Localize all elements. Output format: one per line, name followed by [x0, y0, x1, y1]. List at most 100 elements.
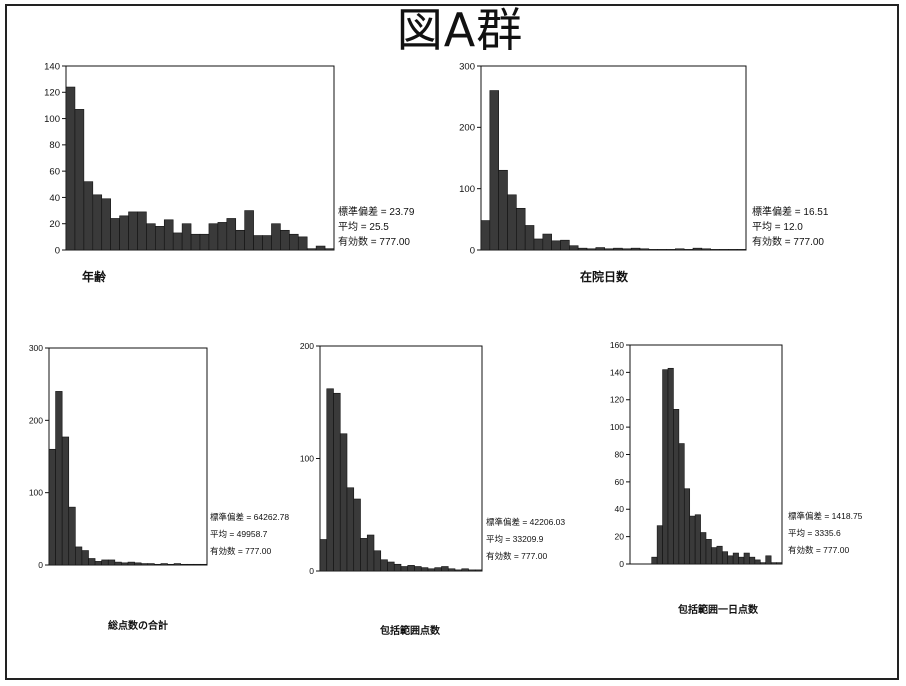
histogram-bar	[474, 569, 483, 572]
stat-count: 有効数 = 777.00	[788, 544, 850, 555]
y-tick-label: 200	[29, 415, 43, 425]
histogram-bar	[754, 559, 761, 565]
histogram-bar	[569, 245, 579, 251]
histogram-bar	[524, 225, 535, 251]
stat-mean: 平均 = 3335.6	[788, 527, 841, 538]
stat-mean: 平均 = 49958.7	[210, 528, 268, 539]
page-title: 図A群	[396, 3, 524, 57]
histogram-bar	[732, 552, 739, 565]
histogram-bar	[315, 245, 326, 251]
histogram-bar	[721, 551, 729, 565]
histogram-bar	[74, 109, 85, 251]
y-tick-label: 0	[38, 560, 43, 570]
stat-stddev: 標準偏差 = 64262.78	[210, 511, 290, 522]
x-axis-label: 包括範囲一日点数	[678, 605, 758, 616]
x-axis-label: 包括範囲点数	[380, 626, 440, 637]
histogram-bar	[61, 436, 70, 566]
histogram-bar	[244, 210, 254, 251]
histogram-bar	[700, 532, 707, 565]
y-tick-label: 80	[49, 140, 60, 151]
stat-count: 有効数 = 777.00	[338, 237, 410, 248]
histogram-bar	[353, 498, 361, 572]
histogram-bar	[560, 239, 570, 251]
histogram-bar	[200, 563, 208, 566]
y-tick-label: 120	[44, 88, 60, 99]
histogram-bar	[770, 562, 777, 565]
histogram-bar	[662, 369, 669, 565]
y-tick-label: 200	[300, 341, 314, 351]
x-axis-label: 総点数の合計	[108, 621, 168, 632]
histogram-bar	[738, 556, 745, 565]
y-tick-label: 20	[615, 532, 625, 542]
y-tick-label: 160	[610, 340, 624, 350]
y-tick-label: 140	[44, 61, 60, 72]
y-tick-label: 20	[49, 219, 60, 230]
stat-mean: 平均 = 33209.9	[486, 533, 544, 544]
y-tick-label: 100	[459, 184, 475, 195]
histogram-bar	[683, 488, 691, 565]
histogram-bar	[651, 556, 658, 565]
stat-stddev: 標準偏差 = 1418.75	[788, 510, 863, 521]
histogram-bar	[673, 409, 680, 565]
y-tick-label: 60	[49, 166, 60, 177]
y-tick-label: 100	[610, 422, 624, 432]
histogram-bar	[727, 555, 734, 565]
histogram-bar	[776, 562, 783, 565]
histogram-bar	[324, 248, 335, 251]
histogram-bar	[736, 249, 747, 251]
y-tick-label: 0	[619, 559, 624, 569]
stat-count: 有効数 = 777.00	[752, 237, 824, 248]
stat-mean: 平均 = 12.0	[752, 222, 803, 233]
stat-stddev: 標準偏差 = 23.79	[338, 207, 415, 218]
histogram-bar	[705, 539, 712, 565]
histogram-bar	[759, 562, 767, 565]
y-tick-label: 0	[309, 566, 314, 576]
y-tick-label: 80	[615, 449, 625, 459]
histogram-bar	[81, 550, 89, 566]
stat-stddev: 標準偏差 = 42206.03	[486, 516, 566, 527]
histogram-bar	[694, 514, 701, 565]
histogram-bar	[716, 545, 723, 565]
y-tick-label: 300	[29, 343, 43, 353]
histogram-bar	[656, 525, 663, 565]
histogram-bar	[743, 552, 750, 565]
histogram-bar	[667, 367, 674, 565]
x-axis-label: 年齢	[82, 270, 107, 284]
histogram-bar	[678, 443, 685, 565]
page-frame	[5, 4, 899, 680]
y-tick-label: 100	[300, 453, 314, 463]
histogram-bar	[689, 515, 696, 565]
stat-count: 有効数 = 777.00	[210, 545, 272, 556]
histogram-bar	[297, 236, 308, 251]
x-axis-label: 在院日数	[580, 270, 629, 284]
stat-mean: 平均 = 25.5	[338, 222, 389, 233]
y-tick-label: 0	[55, 245, 60, 256]
y-tick-label: 140	[610, 367, 624, 377]
y-tick-label: 100	[44, 114, 60, 125]
histogram-bar	[68, 506, 76, 566]
y-tick-label: 60	[615, 477, 625, 487]
y-tick-label: 200	[459, 123, 475, 134]
y-tick-label: 100	[29, 488, 43, 498]
y-tick-label: 120	[610, 395, 624, 405]
histogram-bar	[749, 556, 756, 565]
stat-stddev: 標準偏差 = 16.51	[752, 207, 829, 218]
y-tick-label: 40	[615, 504, 625, 514]
y-tick-label: 40	[49, 193, 60, 204]
histogram-bar	[711, 547, 718, 565]
plot-area	[629, 344, 783, 565]
y-tick-label: 0	[470, 245, 475, 256]
histogram-bar	[765, 555, 772, 565]
stat-count: 有効数 = 777.00	[486, 550, 548, 561]
y-tick-label: 300	[459, 61, 475, 72]
